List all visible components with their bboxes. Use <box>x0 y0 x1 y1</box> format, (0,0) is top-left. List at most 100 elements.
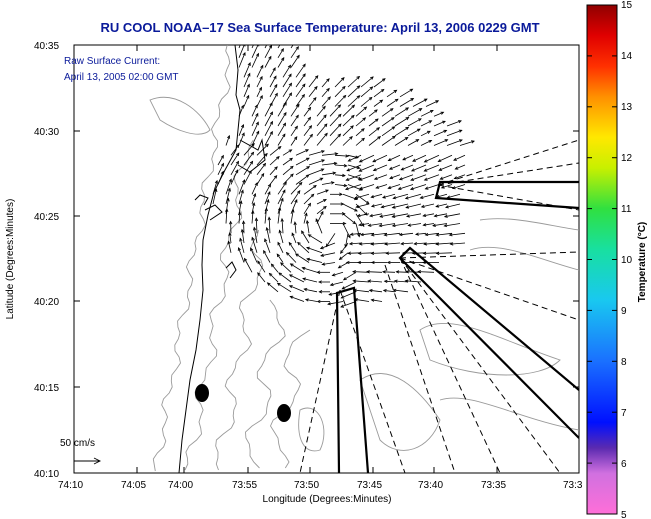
current-vector <box>370 251 388 255</box>
current-vector <box>243 83 250 97</box>
current-vector <box>308 85 318 98</box>
current-vector <box>303 106 312 117</box>
current-vector <box>338 252 349 261</box>
current-vector <box>282 82 293 98</box>
y-tick-label: 40:15 <box>34 383 59 394</box>
current-vector <box>424 184 440 190</box>
current-vector <box>386 89 398 98</box>
current-vector <box>277 181 287 195</box>
current-vector <box>383 279 396 284</box>
current-vector <box>334 164 348 168</box>
current-vector <box>282 64 291 78</box>
current-vector <box>347 164 361 170</box>
x-tick-label: 73:35 <box>481 480 506 491</box>
current-vector <box>420 139 433 146</box>
colorbar-tick-label: 13 <box>621 102 633 113</box>
y-tick-label: 40:35 <box>34 41 59 52</box>
current-vector <box>257 260 266 273</box>
current-vector <box>238 132 245 146</box>
depth-contour <box>152 45 231 472</box>
depth-contour <box>359 373 441 451</box>
current-vector <box>355 137 365 146</box>
current-vector <box>407 108 423 117</box>
current-vector <box>318 280 330 284</box>
current-vector <box>373 88 385 98</box>
current-vector <box>251 182 258 195</box>
current-vector <box>277 189 286 205</box>
current-vector <box>334 173 346 178</box>
current-vector <box>355 128 365 137</box>
current-vector <box>387 184 401 190</box>
current-vector <box>303 116 312 127</box>
current-vector <box>277 122 286 137</box>
current-vector <box>256 95 263 107</box>
current-vector <box>297 241 310 254</box>
depth-contour <box>419 322 561 376</box>
current-vector <box>264 45 268 49</box>
current-vector <box>368 127 381 137</box>
current-vector <box>439 174 453 180</box>
current-vector <box>316 210 324 224</box>
current-vector <box>256 86 262 97</box>
current-vector <box>383 232 401 237</box>
current-vector <box>295 157 310 166</box>
current-vector <box>294 253 310 263</box>
current-vector <box>342 135 353 146</box>
current-vector <box>388 164 401 170</box>
current-vector <box>239 237 245 253</box>
colorbar-tick-label: 9 <box>621 306 627 317</box>
current-vector <box>422 213 435 217</box>
current-vector <box>277 206 282 224</box>
current-vector <box>264 55 272 68</box>
current-vector <box>277 133 286 146</box>
current-vector <box>355 106 368 117</box>
axis-ticks <box>73 44 580 474</box>
current-vector <box>243 160 254 176</box>
x-tick-label: 73:40 <box>418 480 443 491</box>
current-vector <box>385 251 401 255</box>
current-vector <box>225 208 229 224</box>
current-vector <box>359 232 375 237</box>
current-vector <box>422 223 435 227</box>
coverage-radials <box>299 139 579 473</box>
y-tick-label: 40:30 <box>34 127 59 138</box>
current-vector <box>417 270 435 274</box>
current-vector <box>340 242 349 254</box>
current-vector <box>368 118 379 127</box>
current-vector <box>355 117 367 127</box>
current-vector <box>306 246 323 254</box>
current-vector <box>251 52 259 68</box>
current-vector <box>251 45 254 49</box>
current-vector <box>373 78 386 88</box>
current-vector <box>397 184 414 190</box>
current-vector <box>308 177 324 185</box>
current-vector <box>280 262 292 273</box>
current-vector <box>319 242 336 250</box>
current-vector <box>257 272 266 283</box>
current-vector <box>228 232 232 244</box>
current-vector <box>420 120 433 127</box>
current-vector <box>349 232 362 236</box>
current-vector <box>433 111 445 117</box>
current-vector <box>303 193 315 205</box>
current-vector <box>291 232 297 244</box>
current-vector <box>318 290 330 294</box>
current-vector <box>422 251 440 255</box>
current-vector <box>264 130 273 146</box>
current-vector <box>446 129 463 137</box>
current-vector <box>372 154 388 163</box>
current-vector <box>316 205 327 215</box>
current-vector <box>368 136 382 146</box>
current-vector <box>244 257 253 273</box>
current-vector <box>435 232 453 237</box>
current-vector <box>337 262 349 269</box>
current-vector <box>370 298 383 302</box>
current-vector <box>405 203 422 209</box>
current-vector <box>342 223 351 239</box>
current-vector <box>334 154 350 158</box>
current-vector <box>225 178 232 195</box>
current-vector <box>358 174 375 181</box>
current-vector <box>240 228 245 244</box>
current-vector <box>303 287 318 293</box>
current-vector <box>251 236 258 253</box>
